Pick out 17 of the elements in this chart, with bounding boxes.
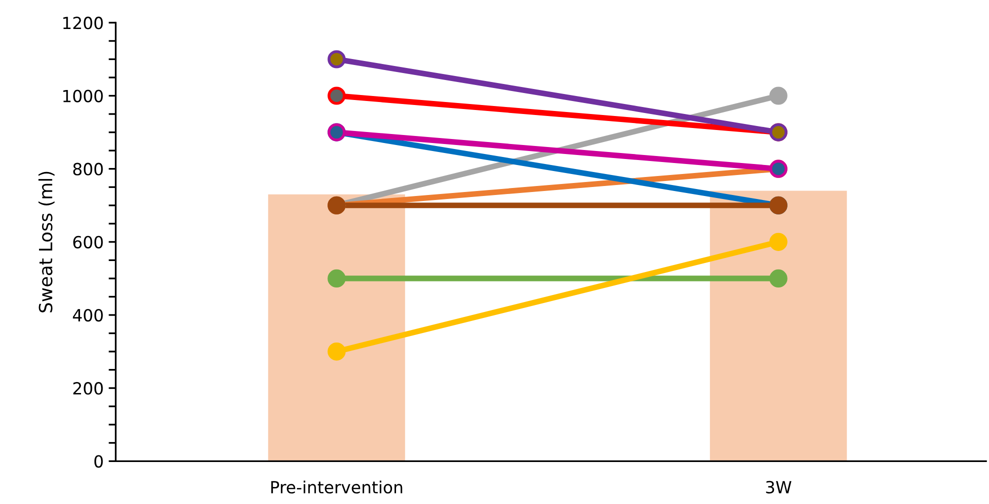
point bbox=[769, 269, 788, 288]
y-tick-label: 400 bbox=[72, 308, 103, 322]
y-tick-label: 1000 bbox=[63, 90, 103, 102]
point bbox=[328, 50, 346, 68]
y-tick-label: 600 bbox=[73, 236, 103, 248]
y-tick-label: 800 bbox=[73, 162, 103, 176]
y-tick-label: 200 bbox=[73, 382, 103, 395]
point bbox=[328, 86, 346, 105]
x-tick-label: Pre-intervention bbox=[271, 480, 402, 494]
y-axis-title: Sweat Loss (ml) bbox=[38, 172, 55, 312]
y-tick-label: 0 bbox=[94, 455, 103, 468]
point bbox=[328, 342, 346, 361]
point bbox=[769, 232, 788, 251]
point bbox=[769, 86, 788, 105]
y-tick-label: 1200 bbox=[63, 16, 103, 30]
point bbox=[328, 269, 346, 288]
x-tick-label: 3W bbox=[766, 480, 792, 494]
